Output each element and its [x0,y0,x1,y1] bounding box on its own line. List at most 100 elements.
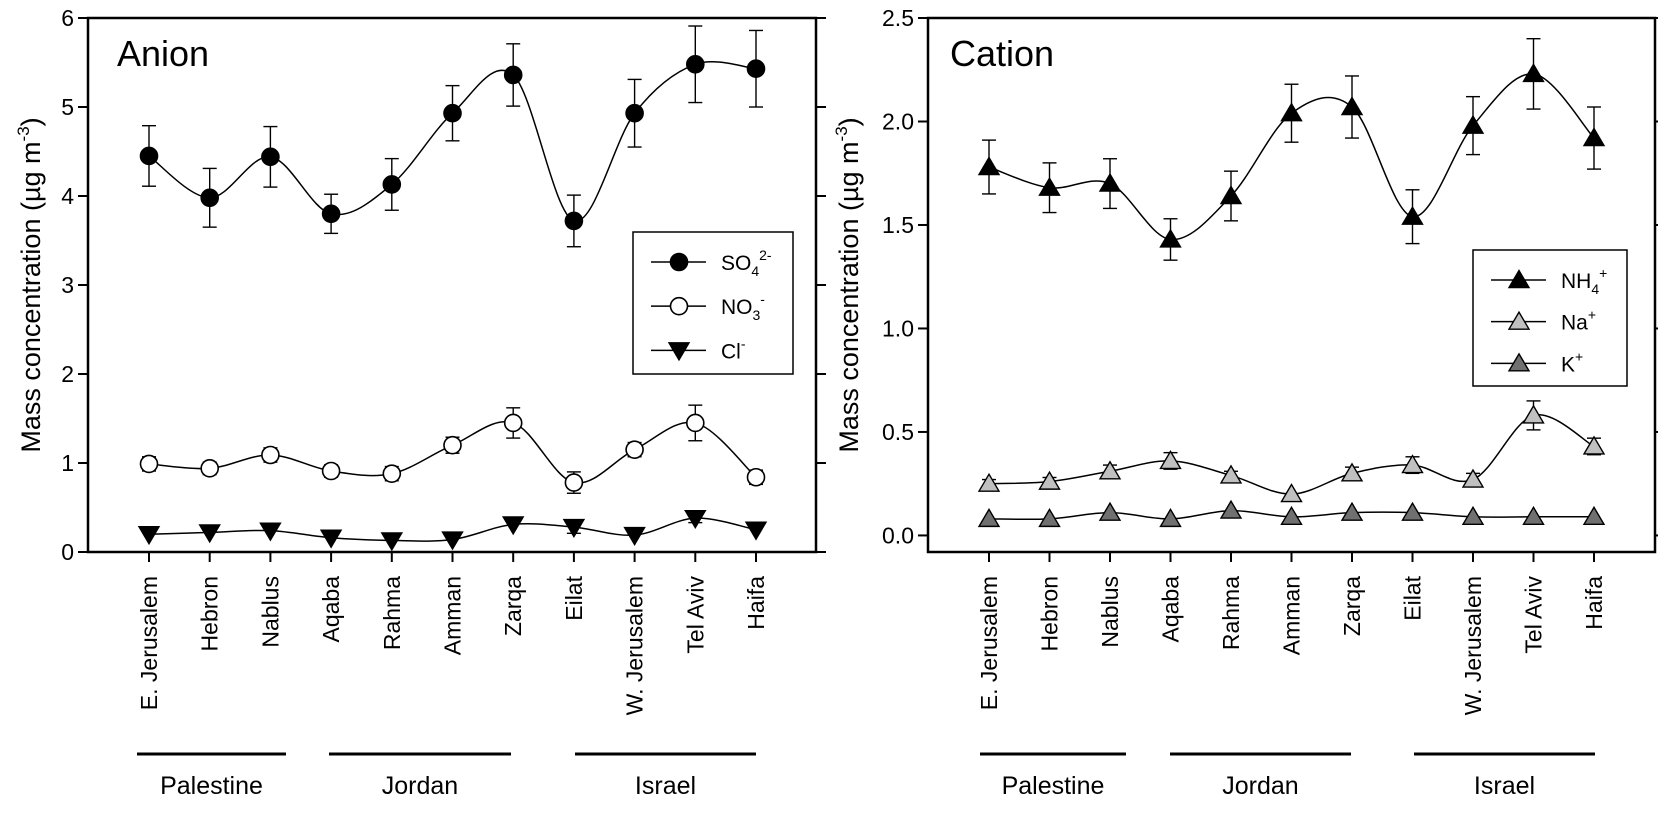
data-point [625,440,644,459]
x-tick-label: Eilat [1400,575,1426,620]
data-point [1159,450,1182,470]
data-point [1401,454,1424,474]
data-point [1401,205,1424,225]
data-point [684,509,707,530]
y-axis-title-main: Mass concentration ( [834,202,864,453]
data-point [1522,63,1545,83]
y-tick-label: 1.5 [882,212,914,238]
y-tick-label: 2 [61,361,74,387]
y-tick-label: 3 [61,272,74,298]
legend-label-sup: + [1588,307,1596,323]
y-axis-title: Mass concentration (µg m-3) [14,117,46,452]
x-tick-label: E. Jerusalem [136,576,162,710]
series-2 [137,509,768,552]
group-label: Jordan [1222,772,1298,800]
y-axis-title-mu: µ [834,186,864,202]
data-point [382,175,402,194]
data-point [1582,505,1606,526]
x-tick-label: Tel Aviv [682,576,708,654]
data-point [685,413,705,433]
legend: NH4+ Na+ K+ [1472,249,1628,387]
x-tick-label: Zarqa [1339,576,1365,636]
data-point [1340,462,1364,482]
panel-title: Cation [950,33,1054,74]
data-point [1582,435,1606,455]
x-tick-label: W. Jerusalem [1460,576,1486,715]
legend-label-sup: 2- [759,247,772,263]
legend-label: Na+ [1561,307,1596,335]
series-line [988,414,1595,495]
legend-marker [669,252,689,272]
panel-title: Anion [117,33,209,74]
data-point [1219,464,1243,484]
x-tick-label: Hebron [197,576,223,651]
data-point [319,529,343,549]
y-axis-title-close: ) [834,117,864,126]
data-point [441,531,464,551]
data-point [625,103,644,123]
data-point [501,516,525,536]
data-point [1582,127,1606,147]
data-point [380,532,404,552]
y-tick-label: 6 [61,5,74,31]
x-tick-label: Amman [440,576,466,655]
y-tick-label: 0.0 [882,522,914,548]
data-point [1401,501,1424,521]
legend-label-main: Cl [721,340,741,363]
data-point [1522,404,1545,424]
data-point [977,472,1001,492]
legend: SO42-NO3-Cl- [632,231,794,375]
x-tick-label: Zarqa [500,576,526,636]
legend-label: K+ [1561,348,1583,376]
legend-label-sub: 3 [753,307,761,323]
y-tick-label: 1.0 [882,315,914,341]
legend-label-sup: + [1575,348,1583,364]
x-tick-label: Aqaba [318,576,344,643]
data-point [977,156,1001,176]
data-point [139,146,159,166]
data-point [261,445,280,465]
data-point [977,508,1001,528]
data-point [1098,460,1122,480]
series-1 [139,404,766,494]
x-tick-label: Tel Aviv [1521,576,1547,654]
x-tick-label: Haifa [1581,576,1607,630]
x-tick-label: Nablus [1097,576,1123,648]
x-tick-label: Aqaba [1158,576,1184,643]
legend-label-main: NH [1561,270,1591,293]
y-axis-title-exponent: -3 [14,126,33,141]
data-point [564,473,584,492]
legend-label-sub: 4 [751,263,759,279]
data-point [1098,172,1122,192]
x-tick-label: W. Jerusalem [622,576,648,715]
y-axis-title-exponent: -3 [832,126,851,141]
data-point [685,54,705,74]
x-tick-label: E. Jerusalem [976,576,1002,710]
x-tick-label: Hebron [1037,576,1063,651]
data-point [1038,470,1061,490]
data-point [503,65,523,85]
data-point [623,526,646,546]
legend-marker [667,342,691,362]
data-point [1159,508,1182,528]
data-point [321,461,341,481]
y-axis-title-mu: µ [16,186,46,202]
data-point [564,211,584,231]
data-point [200,188,219,208]
data-point [1280,102,1303,122]
data-point [1280,505,1303,526]
y-axis-title: Mass concentration (µg m-3) [832,117,864,452]
x-tick-label: Rahma [1218,576,1244,650]
series-2 [977,499,1606,528]
group-label: Jordan [382,772,458,800]
data-point [1461,468,1485,488]
data-point [1340,501,1364,521]
data-point [259,522,282,542]
y-axis-title-close: ) [16,117,46,126]
legend-label-sup: - [741,335,746,351]
legend-label-sup: - [760,291,765,307]
legend-label: NH4+ [1561,265,1607,297]
data-point [200,459,219,478]
panel-cation: 0.0 0.5 1.0 1.5 2.0 2.5 E. Jerusalem Hebron Nabl… [832,5,1658,800]
